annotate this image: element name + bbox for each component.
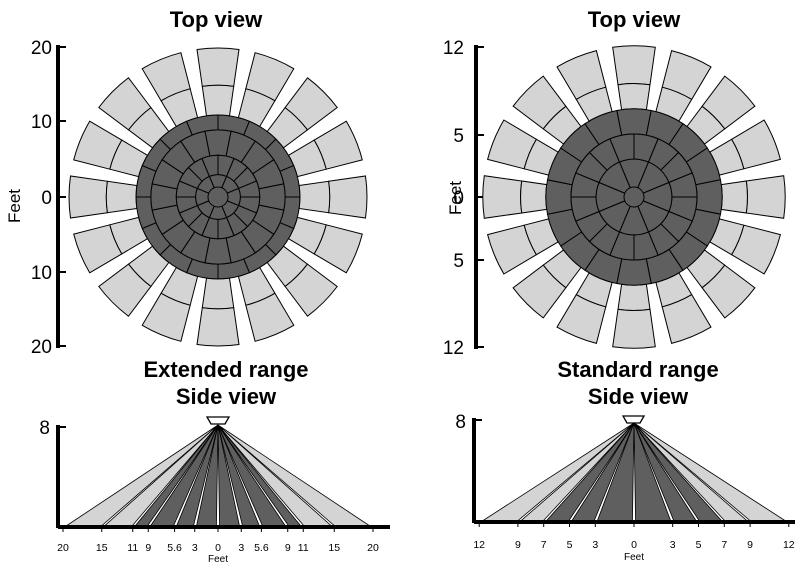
standard-x-tick-label: 12 bbox=[473, 539, 485, 551]
extended-top-tick-label: 10 bbox=[31, 112, 52, 133]
extended-top-tick-label: 10 bbox=[31, 263, 52, 284]
standard-zone-dark bbox=[545, 179, 573, 215]
standard-zone-light bbox=[612, 45, 656, 86]
standard-zone-light bbox=[617, 83, 651, 111]
extended-x-tick-label: 20 bbox=[57, 542, 69, 554]
standard-x-tick-label: 9 bbox=[515, 539, 521, 551]
extended-side-height-label: 8 bbox=[39, 418, 50, 439]
extended-top-tick-label: 20 bbox=[31, 38, 52, 59]
standard-side-title-line2: Side view bbox=[588, 384, 689, 409]
extended-coverage-fan bbox=[68, 47, 368, 347]
extended-side-title-line1: Extended range bbox=[143, 357, 308, 382]
extended-x-tick-label: 15 bbox=[96, 542, 108, 554]
extended-x-tick-label: 15 bbox=[328, 542, 340, 554]
standard-top-tick-label: 12 bbox=[443, 38, 464, 59]
extended-side-title-line2: Side view bbox=[176, 384, 277, 409]
extended-x-tick-label: 5.6 bbox=[167, 542, 182, 554]
extended-sensor-center bbox=[207, 186, 229, 208]
extended-zone-light bbox=[196, 307, 240, 347]
standard-top-tick-label: 5 bbox=[453, 126, 464, 147]
standard-top-tick-label: 0 bbox=[453, 188, 464, 209]
extended-side-xlabel: Feet bbox=[208, 554, 228, 564]
standard-x-tick-label: 7 bbox=[721, 539, 727, 551]
standard-x-tick-label: 3 bbox=[592, 539, 598, 551]
standard-side-x-ticks: 12 9 7 5 3 0 3 5 7 9 12 bbox=[473, 522, 795, 551]
extended-x-tick-label: 0 bbox=[215, 542, 221, 554]
extended-x-tick-label: 11 bbox=[127, 542, 138, 554]
standard-zone-dark bbox=[598, 161, 635, 198]
extended-top-ylabel: Feet bbox=[5, 189, 24, 223]
extended-x-tick-label: 9 bbox=[285, 542, 291, 554]
extended-side-beams bbox=[63, 424, 373, 528]
standard-top-title: Top view bbox=[588, 7, 681, 32]
standard-sensor-icon bbox=[621, 415, 646, 424]
standard-zone-dark bbox=[616, 108, 652, 136]
standard-top-view: Top view Feet 12 5 0 5 12 bbox=[443, 7, 786, 359]
extended-top-title: Top view bbox=[170, 7, 263, 32]
standard-zone-light bbox=[745, 175, 786, 219]
extended-sensor-icon bbox=[205, 416, 231, 425]
extended-side-view: Extended range Side view 8 20 15 11 9 5.6 3 0 3… bbox=[39, 357, 390, 564]
extended-x-tick-label: 3 bbox=[192, 542, 198, 554]
standard-side-title-line1: Standard range bbox=[557, 357, 718, 382]
standard-zone-dark bbox=[695, 179, 723, 215]
extended-x-tick-label: 5.6 bbox=[254, 542, 269, 554]
standard-top-ylabel: Feet bbox=[446, 181, 465, 215]
standard-top-tick-label: 12 bbox=[443, 338, 464, 359]
extended-top-tick-label: 0 bbox=[41, 188, 52, 209]
standard-x-tick-label: 7 bbox=[541, 539, 547, 551]
standard-zone-light bbox=[720, 180, 748, 214]
extended-zone-light bbox=[196, 47, 240, 87]
standard-sensor-center bbox=[623, 186, 645, 208]
extended-x-tick-label: 3 bbox=[238, 542, 244, 554]
extended-top-view: Top view Feet 20 10 0 10 20 bbox=[5, 7, 368, 358]
standard-side-beams bbox=[479, 422, 789, 523]
extended-zone-light bbox=[298, 180, 331, 214]
standard-side-xlabel: Feet bbox=[624, 552, 644, 563]
extended-zone-light bbox=[328, 175, 368, 219]
standard-x-tick-label: 5 bbox=[567, 539, 573, 551]
standard-x-tick-label: 12 bbox=[783, 539, 795, 551]
standard-x-tick-label: 0 bbox=[631, 539, 637, 551]
extended-zone-light bbox=[201, 277, 235, 310]
standard-side-height-label: 8 bbox=[455, 412, 466, 433]
extended-zone-light bbox=[201, 84, 235, 117]
extended-x-tick-label: 9 bbox=[145, 542, 151, 554]
standard-side-view: Standard range Side view 8 12 9 7 5 3 0 3 5 7 9 12… bbox=[455, 357, 795, 563]
extended-zone-light bbox=[105, 180, 138, 214]
extended-side-x-ticks: 20 15 11 9 5.6 3 0 3 5.6 9 11 15 20 bbox=[57, 527, 379, 554]
standard-zone-dark bbox=[616, 258, 652, 286]
standard-coverage-fan bbox=[482, 45, 786, 349]
standard-x-tick-label: 5 bbox=[696, 539, 702, 551]
standard-zone-light bbox=[617, 283, 651, 311]
standard-zone-light bbox=[520, 180, 548, 214]
standard-zone-light bbox=[482, 175, 523, 219]
standard-top-tick-label: 5 bbox=[453, 251, 464, 272]
extended-zone-light bbox=[68, 175, 108, 219]
standard-zone-light bbox=[612, 308, 656, 349]
extended-x-tick-label: 20 bbox=[367, 542, 379, 554]
extended-x-tick-label: 11 bbox=[298, 542, 309, 554]
standard-x-tick-label: 3 bbox=[670, 539, 676, 551]
standard-x-tick-label: 9 bbox=[747, 539, 753, 551]
extended-top-tick-label: 20 bbox=[31, 337, 52, 358]
